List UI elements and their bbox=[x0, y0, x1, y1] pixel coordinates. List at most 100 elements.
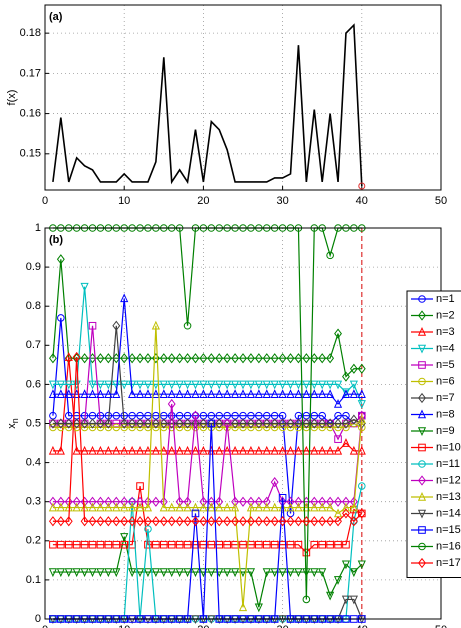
data-point bbox=[183, 423, 192, 432]
data-point bbox=[231, 418, 240, 429]
data-point bbox=[175, 418, 184, 429]
data-point bbox=[48, 445, 58, 455]
data-point bbox=[326, 389, 335, 398]
data-point bbox=[112, 423, 121, 432]
data-point bbox=[334, 435, 342, 443]
data-point bbox=[333, 445, 343, 455]
data-point bbox=[334, 540, 342, 549]
x-tick-label: 50 bbox=[435, 195, 447, 207]
data-point bbox=[96, 445, 105, 455]
data-point bbox=[207, 516, 216, 527]
data-point bbox=[72, 568, 81, 578]
data-point bbox=[80, 423, 89, 432]
data-point bbox=[302, 418, 311, 429]
data-point bbox=[80, 496, 89, 507]
data-point bbox=[167, 389, 176, 398]
highlight-point bbox=[358, 182, 366, 190]
data-line bbox=[52, 485, 363, 554]
data-point bbox=[199, 353, 208, 364]
data-point bbox=[231, 516, 240, 527]
data-point bbox=[294, 496, 303, 507]
legend-label: n=15 bbox=[436, 524, 461, 536]
data-point bbox=[48, 496, 57, 507]
data-point bbox=[120, 445, 129, 455]
data-point bbox=[128, 445, 137, 455]
data-point bbox=[57, 314, 65, 322]
data-point bbox=[167, 502, 176, 512]
data-point bbox=[286, 568, 295, 578]
data-point bbox=[239, 540, 247, 549]
data-point bbox=[48, 380, 58, 390]
legend-marker bbox=[418, 460, 426, 468]
y-tick-label: 0.8 bbox=[26, 300, 41, 312]
data-point bbox=[80, 389, 89, 398]
data-point bbox=[128, 502, 137, 512]
data-point bbox=[286, 423, 295, 432]
data-point bbox=[135, 502, 145, 512]
data-point bbox=[238, 602, 248, 612]
data-point bbox=[120, 540, 129, 549]
data-point bbox=[310, 380, 319, 390]
data-point bbox=[191, 445, 200, 455]
data-point bbox=[318, 502, 327, 512]
data-line bbox=[52, 259, 362, 378]
data-point bbox=[112, 568, 121, 578]
data-point bbox=[175, 445, 184, 455]
data-point bbox=[159, 516, 168, 527]
data-point bbox=[175, 516, 184, 527]
y-tick-label: 0.2 bbox=[26, 535, 41, 547]
data-point bbox=[64, 352, 73, 361]
x-tick-label: 20 bbox=[197, 624, 209, 628]
data-point bbox=[72, 496, 81, 507]
data-point bbox=[104, 496, 113, 507]
data-point bbox=[104, 353, 113, 364]
data-point bbox=[48, 568, 58, 578]
data-point bbox=[175, 423, 184, 432]
data-point bbox=[278, 568, 287, 578]
data-point bbox=[72, 502, 81, 512]
data-point bbox=[334, 418, 342, 429]
legend-label: n=4 bbox=[436, 342, 455, 354]
data-point bbox=[88, 380, 97, 390]
data-point bbox=[286, 540, 295, 549]
data-point bbox=[230, 502, 240, 512]
data-point bbox=[199, 389, 208, 398]
data-point bbox=[326, 591, 335, 601]
legend-marker bbox=[417, 509, 427, 519]
x-tick-label: 40 bbox=[356, 624, 368, 628]
data-point bbox=[262, 380, 271, 390]
data-point bbox=[238, 568, 248, 578]
data-point bbox=[215, 418, 224, 429]
legend-marker bbox=[417, 327, 427, 336]
legend-label: n=16 bbox=[436, 540, 461, 552]
data-point bbox=[223, 568, 232, 578]
data-point bbox=[215, 516, 224, 527]
data-point bbox=[223, 445, 232, 455]
data-point bbox=[349, 414, 358, 425]
y-tick-label: 0.7 bbox=[26, 339, 41, 351]
data-point bbox=[223, 353, 232, 364]
data-point bbox=[341, 560, 351, 570]
data-point bbox=[128, 353, 137, 364]
y-tick-label: 0.3 bbox=[26, 496, 41, 508]
data-point bbox=[88, 516, 97, 527]
data-point bbox=[278, 418, 287, 429]
data-point bbox=[136, 423, 144, 432]
data-point bbox=[349, 445, 358, 455]
data-point bbox=[302, 516, 311, 527]
data-line bbox=[52, 286, 363, 405]
data-point bbox=[56, 389, 65, 398]
legend-marker bbox=[417, 427, 427, 436]
data-point bbox=[143, 568, 153, 578]
data-point bbox=[143, 502, 153, 512]
data-point bbox=[207, 353, 216, 364]
data-point bbox=[191, 516, 200, 527]
data-point bbox=[57, 540, 65, 549]
data-point bbox=[96, 353, 105, 364]
data-point bbox=[104, 502, 113, 512]
x-tick-label: 30 bbox=[276, 624, 288, 628]
data-point bbox=[286, 502, 295, 512]
legend-label: n=2 bbox=[436, 309, 455, 321]
data-point bbox=[349, 389, 358, 398]
data-point bbox=[223, 418, 232, 429]
